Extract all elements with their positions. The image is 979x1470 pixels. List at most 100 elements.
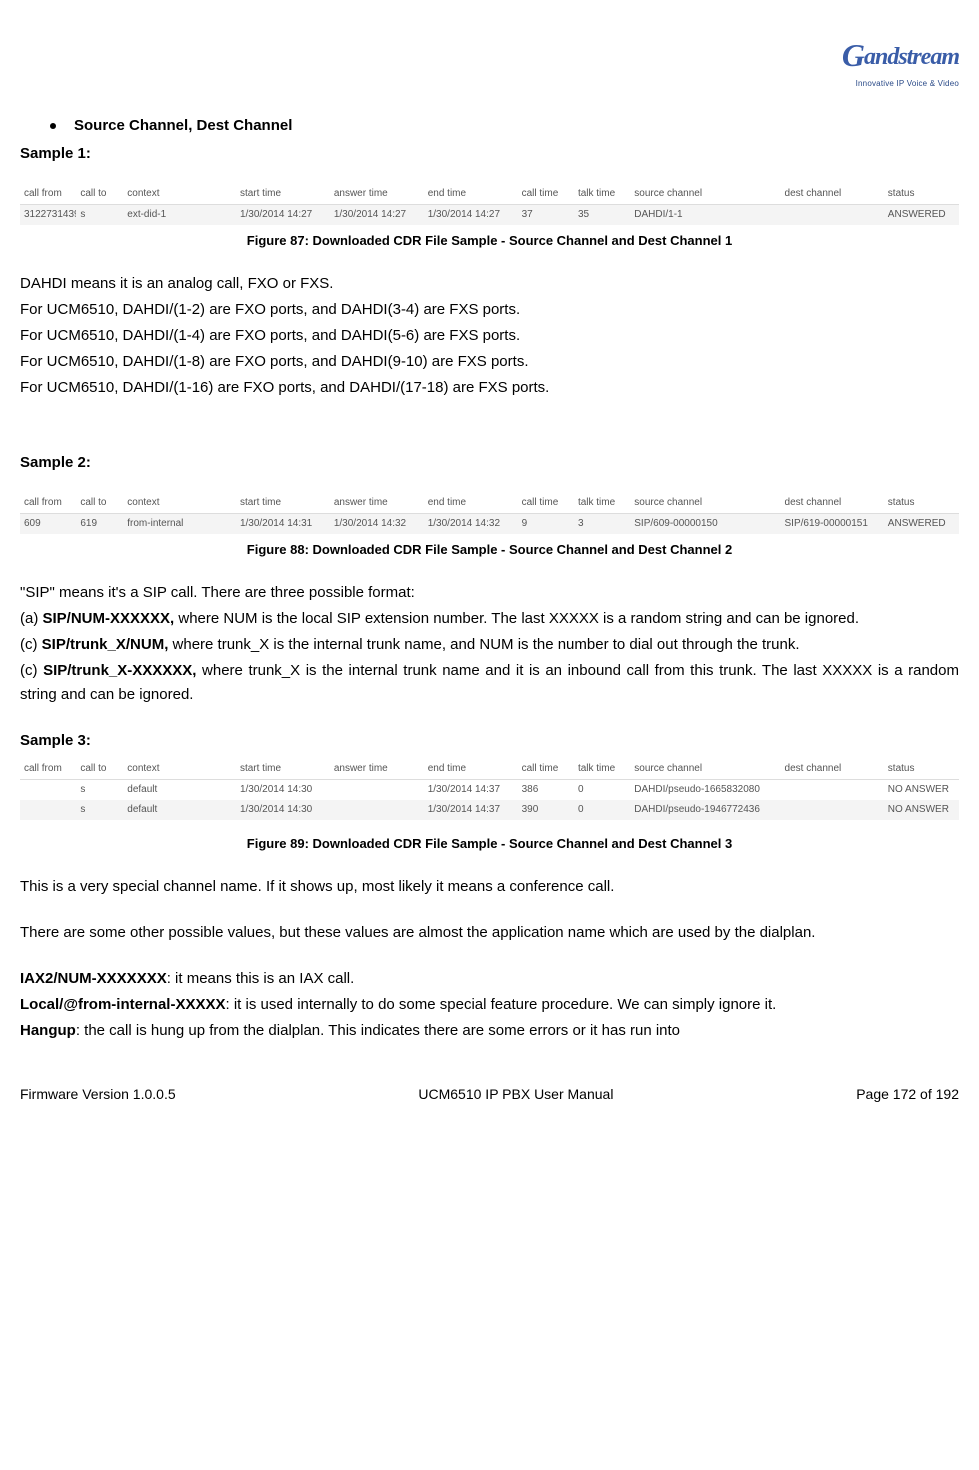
table-cell: 609 <box>20 513 76 534</box>
table-header: talk time <box>574 184 630 205</box>
table-cell: DAHDI/pseudo-1946772436 <box>630 800 780 820</box>
table-cell: 1/30/2014 14:30 <box>236 800 330 820</box>
figure-88-caption: Figure 88: Downloaded CDR File Sample - … <box>20 540 959 561</box>
table-cell: DAHDI/1-1 <box>630 205 780 226</box>
table-cell: 1/30/2014 14:31 <box>236 513 330 534</box>
table-cell <box>781 800 884 820</box>
table-cell: 1/30/2014 14:27 <box>330 205 424 226</box>
table-cell: 1/30/2014 14:32 <box>330 513 424 534</box>
table-header: talk time <box>574 493 630 514</box>
table-cell: 35 <box>574 205 630 226</box>
dahdi-line-5: For UCM6510, DAHDI/(1-16) are FXO ports,… <box>20 376 959 400</box>
table-header: call time <box>518 184 574 205</box>
section-heading-row: Source Channel, Dest Channel <box>50 114 959 138</box>
logo-text: Gandstream <box>842 30 959 81</box>
table-cell: SIP/609-00000150 <box>630 513 780 534</box>
logo-tagline: Innovative IP Voice & Video <box>842 78 959 91</box>
table-row: 3122731439sext-did-11/30/2014 14:271/30/… <box>20 205 959 226</box>
table-cell: s <box>76 779 123 800</box>
table-cell <box>330 800 424 820</box>
page-footer: Firmware Version 1.0.0.5 UCM6510 IP PBX … <box>20 1083 959 1105</box>
table-header: dest channel <box>781 493 884 514</box>
table-header: dest channel <box>781 184 884 205</box>
table-header: call to <box>76 184 123 205</box>
table-cell: ext-did-1 <box>123 205 236 226</box>
table-header: call to <box>76 493 123 514</box>
sip-format-c1: (c) SIP/trunk_X/NUM, where trunk_X is th… <box>20 633 959 657</box>
table-cell: 1/30/2014 14:37 <box>424 800 518 820</box>
conf-text: This is a very special channel name. If … <box>20 875 959 899</box>
table-header: context <box>123 184 236 205</box>
table-header: source channel <box>630 759 780 780</box>
dahdi-line-4: For UCM6510, DAHDI/(1-8) are FXO ports, … <box>20 350 959 374</box>
table-cell: s <box>76 205 123 226</box>
table-cell <box>781 205 884 226</box>
table-cell: 3122731439 <box>20 205 76 226</box>
table-row: 609619from-internal1/30/2014 14:311/30/2… <box>20 513 959 534</box>
table-cell: 1/30/2014 14:27 <box>424 205 518 226</box>
table-cell <box>20 800 76 820</box>
channel-types-list: IAX2/NUM-XXXXXXX: it means this is an IA… <box>20 967 959 1043</box>
footer-title: UCM6510 IP PBX User Manual <box>418 1083 613 1105</box>
table-cell: 386 <box>518 779 574 800</box>
table-cell: from-internal <box>123 513 236 534</box>
iax-line: IAX2/NUM-XXXXXXX: it means this is an IA… <box>20 967 959 991</box>
table-cell: 1/30/2014 14:32 <box>424 513 518 534</box>
sip-intro: "SIP" means it's a SIP call. There are t… <box>20 581 959 605</box>
other-values-paragraph: There are some other possible values, bu… <box>20 921 959 945</box>
table-header: context <box>123 759 236 780</box>
table-cell: default <box>123 779 236 800</box>
dahdi-line-2: For UCM6510, DAHDI/(1-2) are FXO ports, … <box>20 298 959 322</box>
table-header: status <box>884 184 959 205</box>
table-cell <box>330 779 424 800</box>
sample-3-label: Sample 3: <box>20 729 959 753</box>
table-header: source channel <box>630 493 780 514</box>
table-header: call from <box>20 493 76 514</box>
table-row: sdefault1/30/2014 14:301/30/2014 14:3739… <box>20 800 959 820</box>
table-cell: 37 <box>518 205 574 226</box>
logo-main-text: andstream <box>864 44 959 70</box>
cdr-table-3: call fromcall tocontextstart timeanswer … <box>20 759 959 820</box>
table-cell: 1/30/2014 14:37 <box>424 779 518 800</box>
sip-format-a: (a) SIP/NUM-XXXXXX, where NUM is the loc… <box>20 607 959 631</box>
cdr-table-1: call fromcall tocontextstart timeanswer … <box>20 184 959 225</box>
sample-1-label: Sample 1: <box>20 142 959 166</box>
table-cell: default <box>123 800 236 820</box>
table-header: end time <box>424 759 518 780</box>
table-header: end time <box>424 493 518 514</box>
table-cell: 0 <box>574 779 630 800</box>
table-cell: NO ANSWER <box>884 800 959 820</box>
figure-87-caption: Figure 87: Downloaded CDR File Sample - … <box>20 231 959 252</box>
table-cell: 1/30/2014 14:30 <box>236 779 330 800</box>
table-cell: ANSWERED <box>884 205 959 226</box>
sip-explanation: "SIP" means it's a SIP call. There are t… <box>20 581 959 707</box>
sample-2-label: Sample 2: <box>20 451 959 475</box>
local-line: Local/@from-internal-XXXXX: it is used i… <box>20 993 959 1017</box>
table-cell: ANSWERED <box>884 513 959 534</box>
table-header: call from <box>20 759 76 780</box>
table-header: start time <box>236 493 330 514</box>
table-header: talk time <box>574 759 630 780</box>
table-cell: 619 <box>76 513 123 534</box>
table-header: source channel <box>630 184 780 205</box>
section-heading: Source Channel, Dest Channel <box>74 114 292 138</box>
table-cell <box>20 779 76 800</box>
table-cell: 390 <box>518 800 574 820</box>
table-header: call time <box>518 759 574 780</box>
sip-format-c2: (c) SIP/trunk_X-XXXXXX, where trunk_X is… <box>20 659 959 707</box>
table-cell: 1/30/2014 14:27 <box>236 205 330 226</box>
table-cell <box>781 779 884 800</box>
table-cell: SIP/619-00000151 <box>781 513 884 534</box>
conference-paragraph: This is a very special channel name. If … <box>20 875 959 899</box>
figure-89-caption: Figure 89: Downloaded CDR File Sample - … <box>20 834 959 855</box>
other-text: There are some other possible values, bu… <box>20 921 959 945</box>
hangup-line: Hangup: the call is hung up from the dia… <box>20 1019 959 1043</box>
table-cell: NO ANSWER <box>884 779 959 800</box>
table-cell: DAHDI/pseudo-1665832080 <box>630 779 780 800</box>
table-header: start time <box>236 759 330 780</box>
table-cell: 0 <box>574 800 630 820</box>
table-header: start time <box>236 184 330 205</box>
table-header: call to <box>76 759 123 780</box>
dahdi-line-1: DAHDI means it is an analog call, FXO or… <box>20 272 959 296</box>
table-header: call time <box>518 493 574 514</box>
